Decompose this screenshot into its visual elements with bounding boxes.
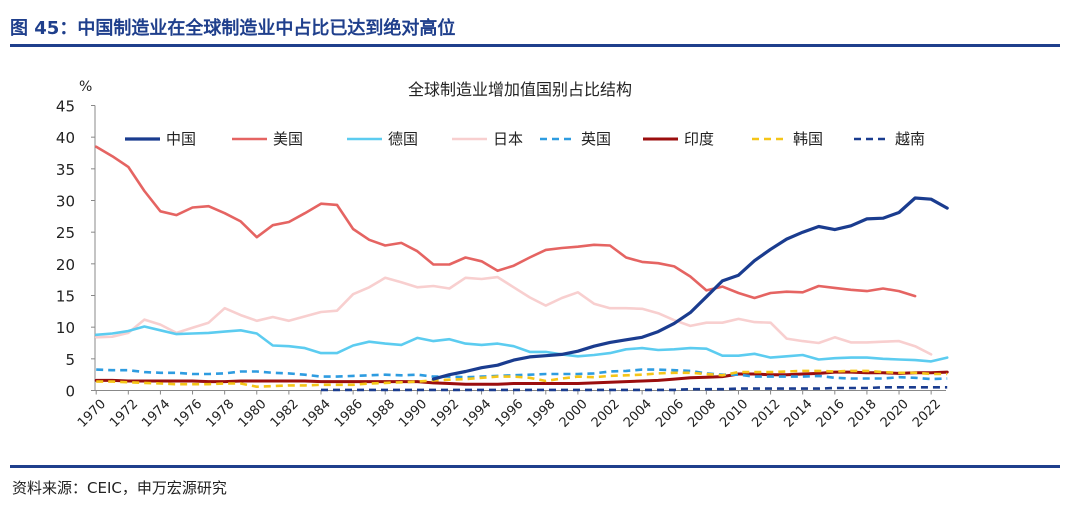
y-axis-unit: % — [79, 79, 92, 95]
y-tick-label: 20 — [56, 256, 75, 274]
legend-item-印度: 印度 — [643, 130, 714, 148]
legend-label: 韩国 — [793, 130, 823, 148]
legend-item-中国: 中国 — [125, 130, 196, 148]
legend-item-日本: 日本 — [452, 130, 523, 148]
x-tick-label: 2022 — [910, 397, 944, 431]
header-rule — [10, 44, 1060, 47]
chart-title: 全球制造业增加值国别占比结构 — [408, 80, 632, 99]
series-line-中国 — [431, 196, 949, 381]
y-tick-label: 0 — [65, 383, 75, 401]
x-tick-label: 2006 — [653, 397, 687, 431]
y-tick-label: 35 — [56, 161, 75, 179]
legend-label: 日本 — [493, 130, 523, 148]
x-tick-label: 1992 — [428, 397, 462, 431]
y-tick-label: 10 — [56, 319, 75, 337]
figure-header: 图 45：中国制造业在全球制造业中占比已达到绝对高位 — [0, 6, 1063, 42]
legend-item-越南: 越南 — [854, 130, 925, 148]
x-tick-label: 2010 — [717, 397, 751, 431]
series-line-美国 — [94, 145, 917, 300]
x-tick-label: 1994 — [460, 397, 494, 431]
legend-label: 印度 — [684, 130, 714, 148]
x-tick-label: 1988 — [364, 397, 398, 431]
series-line-日本 — [94, 275, 933, 356]
legend-label: 越南 — [895, 130, 925, 148]
x-tick-label: 1976 — [171, 397, 205, 431]
x-tick-label: 2004 — [621, 397, 655, 431]
x-tick-label: 2002 — [589, 397, 623, 431]
line-chart: 全球制造业增加值国别占比结构%0510152025303540451970197… — [56, 79, 949, 431]
y-tick-label: 25 — [56, 224, 75, 242]
source-note: 资料来源：CEIC，申万宏源研究 — [12, 479, 227, 497]
x-tick-label: 1998 — [525, 397, 559, 431]
series-line-印度 — [94, 370, 949, 386]
series-line-越南 — [321, 385, 948, 392]
y-tick-label: 30 — [56, 193, 75, 211]
y-tick-label: 45 — [56, 98, 75, 116]
x-tick-label: 1996 — [492, 397, 526, 431]
legend-label: 美国 — [273, 130, 303, 148]
x-tick-label: 2014 — [782, 397, 816, 431]
x-tick-label: 1982 — [268, 397, 302, 431]
y-tick-label: 15 — [56, 288, 75, 306]
x-tick-label: 1990 — [396, 397, 430, 431]
legend-item-韩国: 韩国 — [752, 130, 823, 148]
series-line-英国 — [96, 368, 948, 381]
x-tick-label: 2018 — [846, 397, 880, 431]
x-tick-label: 1986 — [332, 397, 366, 431]
legend-label: 中国 — [166, 130, 196, 148]
legend-item-美国: 美国 — [232, 130, 303, 148]
x-tick-label: 2016 — [814, 397, 848, 431]
x-tick-label: 2012 — [749, 397, 783, 431]
footer-rule — [10, 465, 1060, 468]
series-line-韩国 — [96, 369, 948, 389]
legend-label: 德国 — [388, 130, 418, 148]
x-tick-label: 2008 — [685, 397, 719, 431]
x-tick-label: 1980 — [236, 397, 270, 431]
y-tick-label: 40 — [56, 129, 75, 147]
x-tick-label: 2020 — [878, 397, 912, 431]
legend-label: 英国 — [581, 130, 611, 148]
series-line-德国 — [94, 325, 949, 363]
y-tick-label: 5 — [65, 351, 75, 369]
x-tick-label: 1984 — [300, 397, 334, 431]
figure-title: 图 45：中国制造业在全球制造业中占比已达到绝对高位 — [10, 18, 456, 39]
legend-item-德国: 德国 — [347, 130, 418, 148]
x-tick-label: 2000 — [557, 397, 591, 431]
x-tick-label: 1978 — [203, 397, 237, 431]
x-tick-label: 1972 — [107, 397, 141, 431]
x-tick-label: 1974 — [139, 397, 173, 431]
legend-item-英国: 英国 — [540, 130, 611, 148]
x-tick-label: 1970 — [75, 397, 109, 431]
